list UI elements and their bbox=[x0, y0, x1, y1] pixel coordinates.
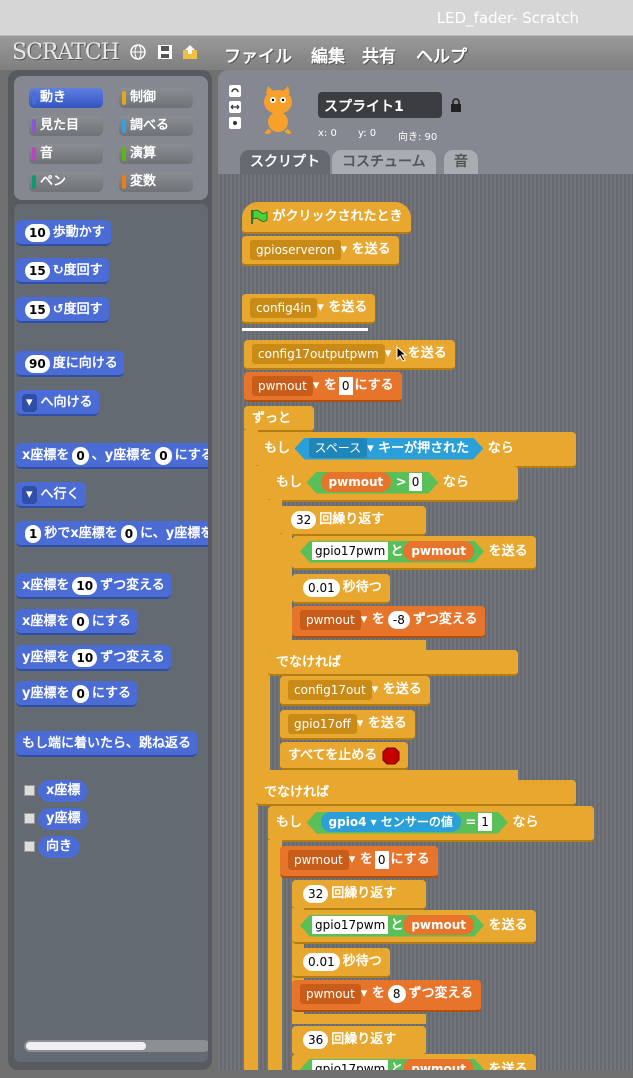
broadcast-config4in[interactable]: config4in ▾ を送る bbox=[242, 294, 376, 324]
if-key-arm bbox=[256, 466, 270, 784]
block-move-steps[interactable]: 10 歩動かす bbox=[16, 220, 111, 246]
else-label-outer: でなければ bbox=[256, 780, 576, 806]
share-icon[interactable] bbox=[182, 44, 198, 60]
stop-all-block[interactable]: すべてを止める bbox=[280, 742, 408, 770]
sprite-direction-readout: 向き: 90 bbox=[398, 132, 438, 143]
block-palette: 動き 制御 見た目 調べる 音 演算 ペン 変数 10 歩動かす 15 ↻度回す 1… bbox=[8, 70, 212, 1070]
change-pwmout-neg8[interactable]: pwmout ▾ を -8 ずつ変える bbox=[292, 606, 486, 638]
block-point-towards[interactable]: ▾ へ向ける bbox=[16, 390, 99, 416]
block-set-x[interactable]: x座標を 0 にする bbox=[16, 609, 137, 635]
broadcast-join-pwmout-2[interactable]: gpio17pwm と pwmout を送る bbox=[292, 910, 536, 944]
broadcast-join-pwmout[interactable]: gpio17pwm と pwmout を送る bbox=[292, 536, 536, 570]
category-operators[interactable]: 演算 bbox=[119, 144, 193, 164]
block-goto[interactable]: ▾ へ行く bbox=[16, 482, 86, 508]
reporter-direction[interactable]: 向き bbox=[38, 836, 81, 858]
tab-sounds[interactable]: 音 bbox=[444, 150, 478, 174]
block-change-x[interactable]: x座標を 10 ずつ変える bbox=[16, 573, 171, 599]
save-icon[interactable] bbox=[157, 44, 173, 60]
if-sensor-arm bbox=[268, 840, 282, 1070]
stop-sign-icon bbox=[382, 747, 400, 764]
repeat-36-block[interactable]: 36 回繰り返す bbox=[292, 1026, 426, 1056]
wait-block[interactable]: 0.01 秒待つ bbox=[292, 574, 390, 604]
block-turn-cw[interactable]: 15 ↻度回す bbox=[16, 258, 109, 284]
block-goto-xy[interactable]: x座標を 0 、y座標を 0 にする bbox=[16, 443, 208, 469]
palette-scrollbar[interactable] bbox=[24, 1040, 208, 1052]
eq-condition[interactable]: gpio4 ▾ センサーの値 = 1 bbox=[307, 812, 508, 834]
sprite-name-field[interactable]: スプライト1 bbox=[318, 92, 442, 118]
change-pwmout-8[interactable]: pwmout ▾ を 8 ずつ変える bbox=[292, 980, 482, 1012]
category-pen[interactable]: ペン bbox=[29, 172, 103, 192]
when-flag-clicked-block[interactable]: がクリックされたとき bbox=[242, 202, 411, 234]
motion-blocks: 10 歩動かす 15 ↻度回す 15 ↺度回す 90 度に向ける ▾ へ向ける x座標を 0… bbox=[14, 204, 208, 1062]
window-title: LED_fader- Scratch bbox=[436, 9, 579, 27]
if-key-pressed-block[interactable]: もし スペース ▾ キーが押された なら bbox=[256, 432, 576, 468]
broadcast-config17outputpwm[interactable]: config17outputpwm ▾ を送る bbox=[244, 340, 455, 370]
category-selector: 動き 制御 見た目 調べる 音 演算 ペン 変数 bbox=[14, 76, 208, 200]
block-glide[interactable]: 1 秒でx座標を 0 に、y座標を bbox=[16, 521, 208, 547]
gt-condition[interactable]: pwmout >0 bbox=[307, 472, 439, 494]
repeat-32-foot-2 bbox=[292, 1014, 426, 1024]
repeat-32-block[interactable]: 32 回繰り返す bbox=[280, 506, 426, 536]
checkbox-direction[interactable] bbox=[24, 841, 35, 852]
block-change-y[interactable]: y座標を 10 ずつ変える bbox=[16, 645, 171, 671]
broadcast-gpioserveron[interactable]: gpioserveron ▾ を送る bbox=[242, 236, 399, 266]
broadcast-join-pwmout-3[interactable]: gpio17pwm と pwmout を送る bbox=[292, 1054, 536, 1070]
block-turn-ccw[interactable]: 15 ↺度回す bbox=[16, 297, 109, 323]
rotate-cw-icon: ↻ bbox=[52, 263, 64, 278]
else-label: でなければ bbox=[268, 650, 518, 676]
rotate-ccw-icon: ↺ bbox=[52, 302, 64, 317]
key-pressed-condition[interactable]: スペース ▾ キーが押された bbox=[295, 438, 484, 460]
checkbox-x-position[interactable] bbox=[24, 785, 35, 796]
forever-arm bbox=[244, 430, 258, 1070]
category-sound[interactable]: 音 bbox=[29, 144, 103, 164]
sprite-header: スプライト1 x: 0 y: 0 向き: 90 スクリプト コスチューム 音 bbox=[218, 70, 633, 174]
drop-indicator bbox=[242, 328, 368, 331]
block-bounce[interactable]: もし端に着いたら、跳ね返る bbox=[16, 731, 198, 757]
set-pwmout-0-2[interactable]: pwmout ▾ を 0 にする bbox=[280, 846, 438, 878]
mouse-cursor-icon bbox=[396, 345, 408, 362]
reporter-x-position[interactable]: x座標 bbox=[38, 780, 89, 802]
green-flag-icon bbox=[251, 209, 268, 224]
if-gt-arm bbox=[268, 500, 282, 650]
sprite-thumbnail-cat bbox=[264, 86, 292, 134]
category-sensing[interactable]: 調べる bbox=[119, 116, 193, 136]
scratch-logo: SCRATCH bbox=[12, 40, 120, 65]
sprite-x-readout: x: 0 bbox=[318, 128, 337, 139]
lock-icon[interactable] bbox=[450, 98, 462, 112]
tab-costumes[interactable]: コスチューム bbox=[332, 150, 436, 174]
tab-scripts[interactable]: スクリプト bbox=[240, 150, 330, 174]
menu-share[interactable]: 共有 bbox=[362, 47, 396, 67]
broadcast-gpio17off[interactable]: gpio17off ▾ を送る bbox=[280, 710, 415, 740]
forever-block[interactable]: ずっと bbox=[244, 406, 314, 432]
block-set-y[interactable]: y座標を 0 にする bbox=[16, 681, 137, 707]
block-point-direction[interactable]: 90 度に向ける bbox=[16, 351, 124, 377]
wait-block-2[interactable]: 0.01 秒待つ bbox=[292, 948, 390, 978]
category-control[interactable]: 制御 bbox=[119, 88, 193, 108]
broadcast-config17out[interactable]: config17out ▾ を送る bbox=[280, 676, 430, 706]
checkbox-y-position[interactable] bbox=[24, 813, 35, 824]
repeat-32-arm bbox=[280, 534, 292, 644]
reporter-y-position[interactable]: y座標 bbox=[38, 808, 89, 830]
if-pwmout-gt-0-block[interactable]: もし pwmout >0 なら bbox=[268, 466, 518, 502]
if-sensor-value-block[interactable]: もし gpio4 ▾ センサーの値 = 1 なら bbox=[268, 806, 594, 842]
if-gt-foot bbox=[268, 770, 518, 780]
menu-file[interactable]: ファイル bbox=[224, 47, 292, 67]
menu-edit[interactable]: 編集 bbox=[311, 47, 345, 67]
globe-icon[interactable] bbox=[130, 44, 146, 60]
rotation-style-icons[interactable] bbox=[228, 84, 242, 132]
category-variables[interactable]: 変数 bbox=[119, 172, 193, 192]
repeat-32-foot bbox=[280, 640, 426, 650]
title-bar: LED_fader- Scratch bbox=[0, 0, 633, 36]
set-pwmout-0[interactable]: pwmout ▾ を 0 にする bbox=[244, 372, 402, 402]
category-looks[interactable]: 見た目 bbox=[29, 116, 103, 136]
menu-help[interactable]: ヘルプ bbox=[416, 47, 467, 67]
menu-bar: SCRATCH ファイル 編集 共有 ヘルプ bbox=[0, 36, 633, 70]
scripts-canvas[interactable]: がクリックされたとき gpioserveron ▾ を送る config4in ▾ … bbox=[218, 174, 633, 1070]
category-motion[interactable]: 動き bbox=[29, 88, 103, 108]
repeat-32-block-2[interactable]: 32 回繰り返す bbox=[292, 880, 426, 910]
sprite-y-readout: y: 0 bbox=[358, 128, 377, 139]
script-area-panel: スプライト1 x: 0 y: 0 向き: 90 スクリプト コスチューム 音 が… bbox=[218, 70, 633, 1070]
